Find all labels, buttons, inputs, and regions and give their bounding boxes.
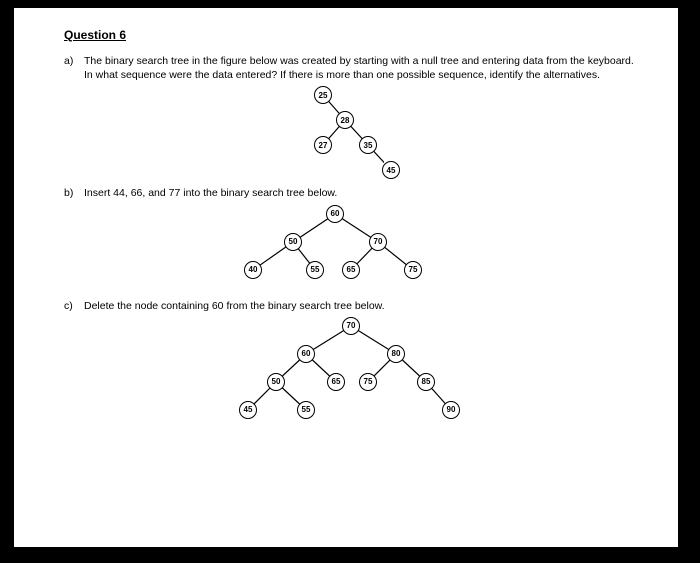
tree-node: 60 xyxy=(297,345,315,363)
tree-node: 65 xyxy=(342,261,360,279)
tree-node: 45 xyxy=(239,401,257,419)
tree-c: 70 60 80 50 65 75 85 45 55 90 xyxy=(84,317,638,427)
tree-node: 50 xyxy=(267,373,285,391)
tree-node: 70 xyxy=(342,317,360,335)
tree-node: 85 xyxy=(417,373,435,391)
tree-node: 45 xyxy=(382,161,400,179)
tree-node: 55 xyxy=(306,261,324,279)
tree-node: 90 xyxy=(442,401,460,419)
tree-node: 70 xyxy=(369,233,387,251)
page: Question 6 a) The binary search tree in … xyxy=(14,8,678,547)
tree-b: 60 50 70 40 55 65 75 xyxy=(84,205,638,287)
tree-node: 65 xyxy=(327,373,345,391)
tree-node: 75 xyxy=(404,261,422,279)
part-a: a) The binary search tree in the figure … xyxy=(64,54,638,82)
question-title: Question 6 xyxy=(64,28,638,42)
part-b-label: b) xyxy=(64,186,84,200)
tree-node: 40 xyxy=(244,261,262,279)
tree-a: 2528273545 xyxy=(84,86,638,186)
tree-node: 80 xyxy=(387,345,405,363)
part-a-label: a) xyxy=(64,54,84,82)
tree-node: 55 xyxy=(297,401,315,419)
tree-node: 50 xyxy=(284,233,302,251)
part-a-text: The binary search tree in the figure bel… xyxy=(84,54,638,82)
tree-node: 60 xyxy=(326,205,344,223)
part-c-label: c) xyxy=(64,299,84,313)
tree-node: 75 xyxy=(359,373,377,391)
